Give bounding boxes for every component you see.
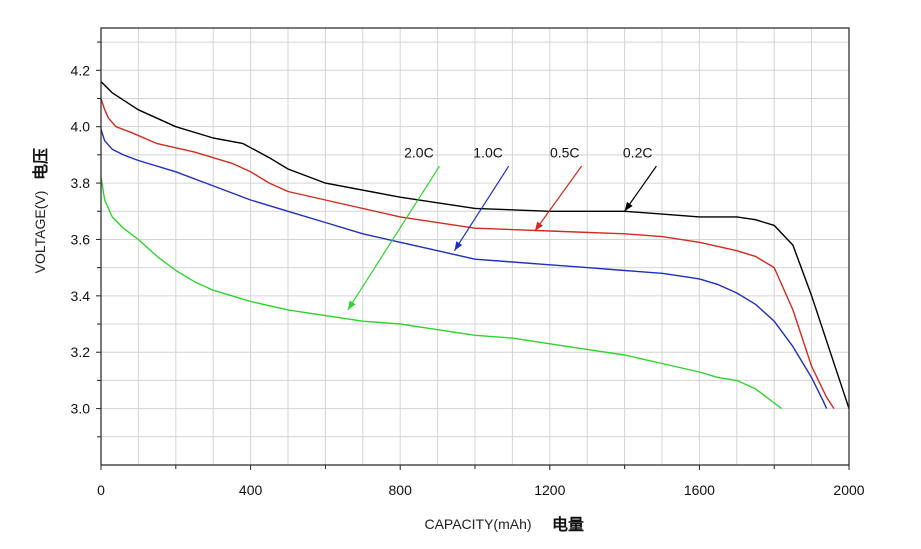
annotation-arrow-line [624, 165, 657, 212]
series-label-2-0c: 2.0C [404, 145, 434, 161]
annotation-arrow-line [347, 165, 440, 311]
series-layer [100, 81, 850, 410]
series-label-0-5c: 0.5C [550, 145, 580, 161]
series-label-1-0c: 1.0C [473, 145, 503, 161]
series-line-1-0c [100, 129, 828, 409]
y-axis-title-cn: 电压 [31, 148, 50, 180]
y-tick-label: 3.8 [71, 175, 91, 191]
annotation-arrow-head [347, 300, 356, 310]
annotation-arrow-line [453, 165, 510, 252]
annotations: 2.0C 1.0C 0.5C 0.2C [347, 145, 657, 311]
x-tick-label: 400 [239, 482, 263, 498]
x-tick-label: 1600 [684, 482, 715, 498]
x-tick-label: 0 [97, 482, 105, 498]
series-line-0-2c [100, 81, 850, 409]
x-tick-label: 2000 [833, 482, 864, 498]
series-line-0-5c [100, 98, 835, 409]
y-tick-label: 3.4 [71, 288, 91, 304]
series-label-0-2c: 0.2C [623, 145, 653, 161]
x-axis-title: CAPACITY(mAh) [424, 516, 531, 532]
y-axis-title: VOLTAGE(V) [32, 191, 48, 274]
y-tick-label: 4.2 [71, 62, 91, 78]
y-tick-label: 3.2 [71, 344, 91, 360]
y-tick-label: 3.0 [71, 401, 91, 417]
x-tick-label: 800 [389, 482, 413, 498]
axes: 0 400 800 1200 1600 2000 3.0 3.2 3.4 3.6 3.8 4.0 4.2 [71, 27, 865, 498]
annotation-arrow-head [454, 241, 463, 251]
grid [101, 28, 849, 465]
annotation-arrow-line [534, 165, 583, 232]
y-tick-label: 3.6 [71, 231, 91, 247]
x-tick-label: 1200 [534, 482, 565, 498]
y-tick-label: 4.0 [71, 119, 91, 135]
annotation-arrow-head [534, 221, 543, 231]
x-axis-title-cn: 电量 [552, 515, 584, 534]
annotation-arrow-head [624, 201, 633, 212]
series-line-2-0c [100, 177, 783, 410]
